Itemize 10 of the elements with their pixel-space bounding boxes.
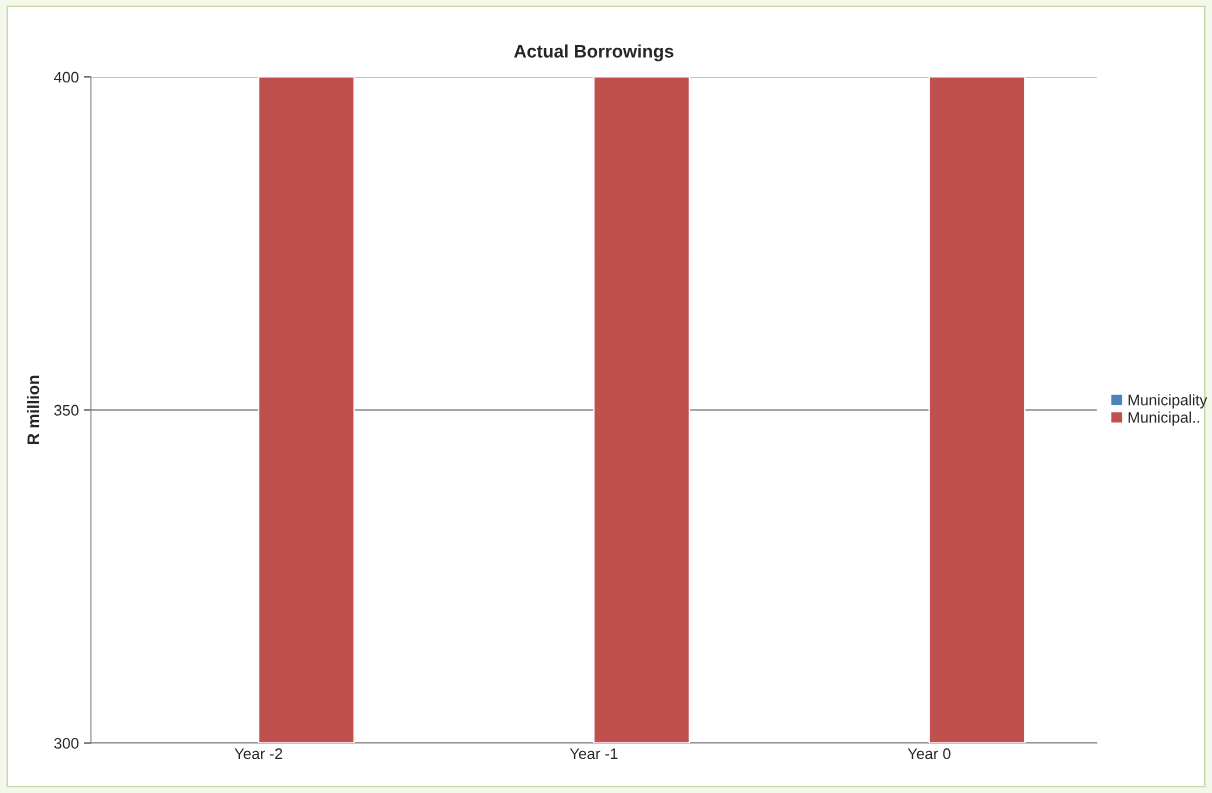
- x-tick-label: Year -2: [234, 748, 283, 760]
- y-tick-label: 300: [54, 737, 79, 749]
- legend-label: Municipality: [1128, 394, 1208, 409]
- x-tick-label: Year 0: [907, 748, 951, 760]
- chart-title: Actual Borrowings: [514, 44, 674, 62]
- y-tick-label: 350: [54, 404, 79, 416]
- y-tick-label: 400: [53, 71, 79, 83]
- legend-label: Municipal..: [1128, 411, 1200, 426]
- x-tick-label: Year -1: [569, 748, 618, 760]
- y-axis-title: R million: [26, 375, 40, 445]
